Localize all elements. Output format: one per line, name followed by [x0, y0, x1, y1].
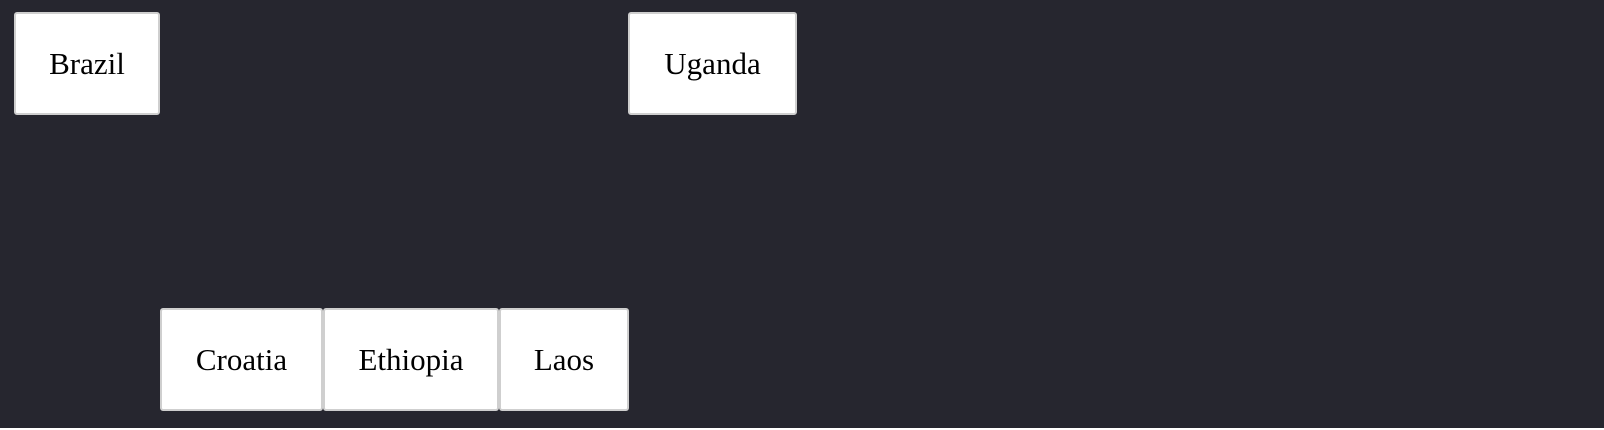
country-tile-ethiopia[interactable]: Ethiopia: [323, 308, 499, 411]
country-tile-uganda[interactable]: Uganda: [628, 12, 797, 115]
country-tile-croatia[interactable]: Croatia: [160, 308, 323, 411]
country-tile-brazil[interactable]: Brazil: [14, 12, 160, 115]
country-tile-laos[interactable]: Laos: [499, 308, 629, 411]
